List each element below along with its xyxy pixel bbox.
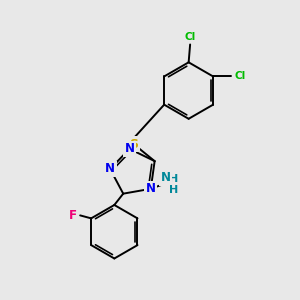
Text: Cl: Cl <box>184 32 196 42</box>
Text: Cl: Cl <box>234 71 245 81</box>
Text: N: N <box>160 171 171 184</box>
Text: N: N <box>146 182 156 195</box>
Text: N: N <box>124 142 134 155</box>
Text: H: H <box>169 174 178 184</box>
Text: F: F <box>68 209 76 222</box>
Text: N: N <box>105 163 115 176</box>
Text: S: S <box>129 138 138 151</box>
Text: H: H <box>169 185 178 195</box>
